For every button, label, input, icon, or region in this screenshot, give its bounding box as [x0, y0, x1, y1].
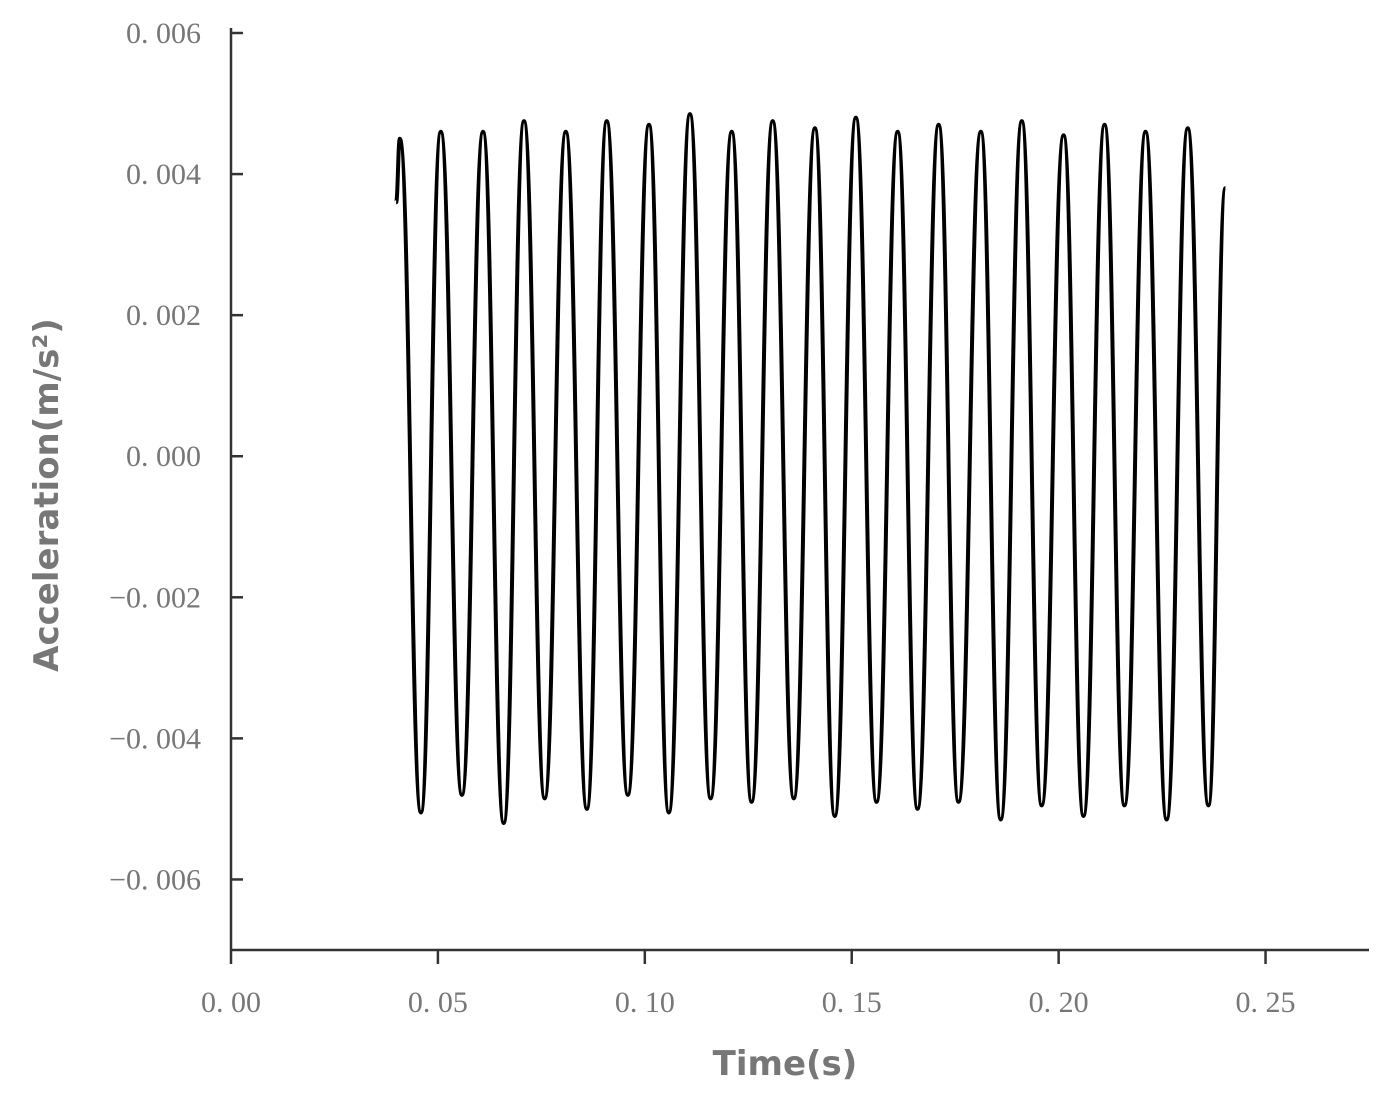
x-tick-label: 0. 25 [1236, 986, 1296, 1019]
y-tick-label: 0. 002 [126, 299, 201, 332]
x-tick-label: 0. 20 [1029, 986, 1089, 1019]
y-tick-label: 0. 000 [126, 440, 201, 473]
x-tick-label: 0. 05 [408, 986, 468, 1019]
x-axis-label: Time(s) [713, 1044, 858, 1084]
y-tick-label: 0. 004 [126, 158, 201, 191]
y-axis-label: Acceleration(m/s²) [27, 318, 67, 672]
y-tick-label: −0. 002 [109, 581, 201, 614]
y-tick-label: −0. 004 [109, 722, 201, 755]
x-tick-label: 0. 10 [615, 986, 675, 1019]
y-tick-label: 0. 006 [126, 17, 201, 50]
data-line [394, 112, 1228, 826]
x-tick-label: 0. 15 [822, 986, 882, 1019]
y-tick-label: −0. 006 [109, 863, 201, 896]
x-tick-label: 0. 00 [201, 986, 261, 1019]
